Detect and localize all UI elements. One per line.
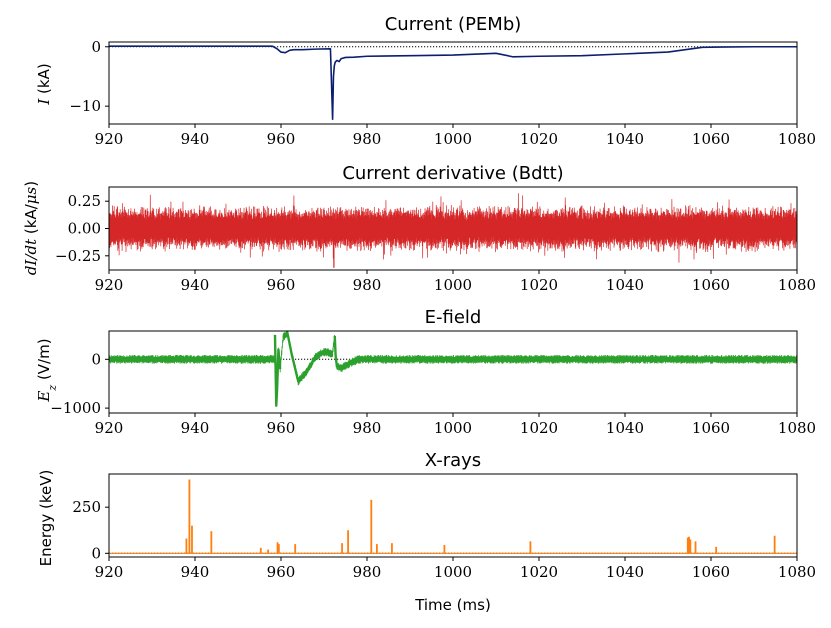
xrays-data-layer	[109, 479, 797, 554]
xrays-xtick-label: 1060	[692, 563, 730, 581]
xrays-xtick-label: 940	[181, 563, 210, 581]
efield-title: E-field	[425, 307, 482, 328]
derivative-xtick-label: 940	[181, 276, 210, 294]
derivative-title: Current derivative (Bdtt)	[342, 163, 563, 184]
efield-ytick-label: −1000	[50, 399, 101, 417]
derivative-ylabel: dI/dt (kA/μs)	[22, 181, 40, 275]
efield-ylabel-math: E	[35, 391, 53, 403]
panel-derivative: Current derivative (Bdtt) dI/dt (kA/μs) …	[22, 163, 816, 294]
derivative-series-line	[109, 193, 797, 263]
xrays-xtick-label: 960	[267, 563, 296, 581]
current-xtick-label: 920	[95, 130, 124, 148]
efield-ytick-label: 0	[91, 350, 101, 368]
xrays-ytick-label: 0	[91, 544, 101, 562]
efield-xtick-label: 1060	[692, 419, 730, 437]
xrays-xlabel: Time (ms)	[414, 596, 491, 614]
efield-xtick-label: 960	[267, 419, 296, 437]
panel-current: Current (PEMb) I (kA) 920 940 960 980 1000 10…	[35, 14, 816, 148]
current-xtick-label: 1040	[606, 130, 644, 148]
current-data-layer	[109, 45, 797, 121]
current-ytick-label: −10	[69, 97, 101, 115]
current-xtick-label: 1020	[520, 130, 558, 148]
current-series-line	[109, 45, 797, 121]
efield-data-layer	[109, 331, 797, 407]
efield-ylabel-unit: (V/m)	[35, 338, 53, 384]
current-plot: 920 940 960 980 1000 1020 1040 1060 1080 0 −10	[69, 38, 816, 148]
derivative-xtick-label: 1000	[434, 276, 472, 294]
derivative-data-layer	[109, 193, 797, 268]
derivative-ylabel-unit: (kA/	[22, 203, 40, 239]
current-xtick-label: 980	[353, 130, 382, 148]
derivative-ylabel-unit-math: μs	[22, 186, 40, 204]
current-xtick-label: 1000	[434, 130, 472, 148]
efield-ylabel-sub: z	[46, 385, 59, 392]
derivative-ylabel-math: dI/dt	[22, 238, 40, 275]
current-xtick-label: 1060	[692, 130, 730, 148]
xrays-plot: 920 940 960 980 1000 1020 1040 1060 1080 250 0	[72, 473, 816, 581]
xrays-title: X-rays	[425, 450, 481, 471]
xrays-xtick-label: 1000	[434, 563, 472, 581]
current-ylabel-math: I	[35, 98, 53, 106]
efield-xtick-label: 940	[181, 419, 210, 437]
efield-xtick-label: 1000	[434, 419, 472, 437]
current-title: Current (PEMb)	[385, 14, 522, 35]
xrays-ytick-label: 250	[72, 498, 101, 516]
efield-feature-2	[333, 335, 359, 370]
efield-feature-1	[282, 331, 333, 383]
efield-series-line	[109, 331, 797, 406]
current-ylabel-unit: (kA)	[35, 63, 53, 98]
derivative-plot: 920 940 960 980 1000 1020 1040 1060 1080 0.25 0.00…	[55, 186, 816, 294]
derivative-xtick-label: 1060	[692, 276, 730, 294]
derivative-xtick-label: 960	[267, 276, 296, 294]
xrays-xtick-label: 980	[353, 563, 382, 581]
current-ytick-label: 0	[91, 38, 101, 56]
derivative-xtick-label: 920	[95, 276, 124, 294]
panel-efield: E-field Ez (V/m) 920 940 960 980 1000 1020 104…	[35, 307, 816, 437]
xrays-xtick-label: 1040	[606, 563, 644, 581]
efield-xtick-label: 1040	[606, 419, 644, 437]
derivative-ytick-label: 0.00	[68, 220, 101, 238]
derivative-xtick-label: 980	[353, 276, 382, 294]
xrays-ylabel: Energy (keV)	[37, 470, 55, 567]
xrays-xtick-label: 1020	[520, 563, 558, 581]
efield-feature-0	[273, 334, 282, 407]
efield-xtick-label: 1020	[520, 419, 558, 437]
derivative-ylabel-unit-end: )	[22, 181, 40, 187]
derivative-ytick-label: 0.25	[68, 192, 101, 210]
derivative-xtick-label: 1080	[778, 276, 816, 294]
efield-xtick-label: 980	[353, 419, 382, 437]
efield-xtick-label: 920	[95, 419, 124, 437]
xrays-xtick-label: 920	[95, 563, 124, 581]
current-xtick-label: 960	[267, 130, 296, 148]
derivative-xtick-label: 1020	[520, 276, 558, 294]
efield-xtick-label: 1080	[778, 419, 816, 437]
efield-axes-frame	[108, 330, 798, 414]
current-xtick-label: 940	[181, 130, 210, 148]
derivative-ytick-label: −0.25	[55, 247, 101, 265]
efield-plot: 920 940 960 980 1000 1020 1040 1060 1080 0 −1000	[50, 330, 816, 437]
derivative-xtick-label: 1040	[606, 276, 644, 294]
current-ylabel: I (kA)	[35, 63, 53, 105]
current-xtick-label: 1080	[778, 130, 816, 148]
xrays-xtick-label: 1080	[778, 563, 816, 581]
efield-ylabel: Ez (V/m)	[35, 338, 59, 402]
panel-xrays: X-rays Energy (keV) Time (ms) 920 940 960 9…	[37, 450, 816, 614]
